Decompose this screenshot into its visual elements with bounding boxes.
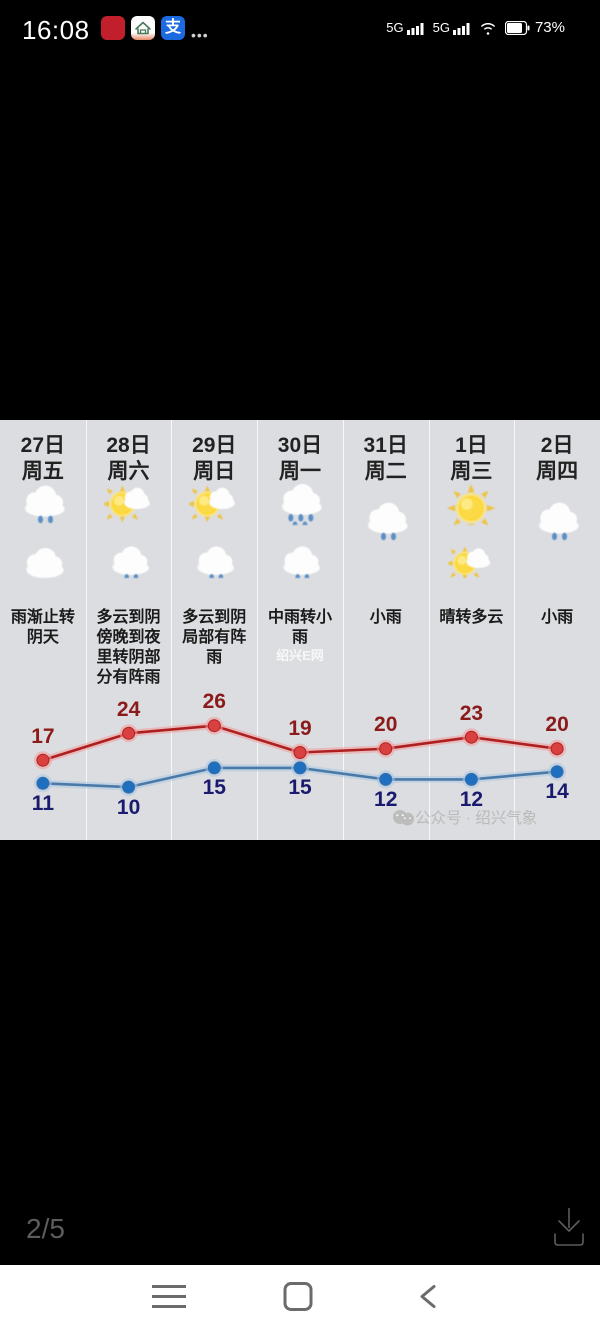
svg-text:11: 11 [32, 792, 55, 815]
svg-text:19: 19 [288, 717, 311, 740]
svg-text:14: 14 [545, 780, 569, 803]
svg-text:公众号 · 绍兴气象: 公众号 · 绍兴气象 [415, 809, 537, 827]
svg-text:20: 20 [374, 713, 397, 736]
svg-text:24: 24 [117, 698, 141, 721]
svg-text:10: 10 [117, 796, 140, 819]
svg-text:12: 12 [460, 788, 483, 811]
svg-text:15: 15 [203, 776, 227, 799]
svg-text:26: 26 [203, 690, 226, 713]
svg-text:17: 17 [31, 725, 54, 748]
svg-text:12: 12 [374, 788, 397, 811]
svg-text:15: 15 [288, 776, 312, 799]
svg-text:20: 20 [545, 713, 568, 736]
svg-text:23: 23 [460, 702, 483, 725]
